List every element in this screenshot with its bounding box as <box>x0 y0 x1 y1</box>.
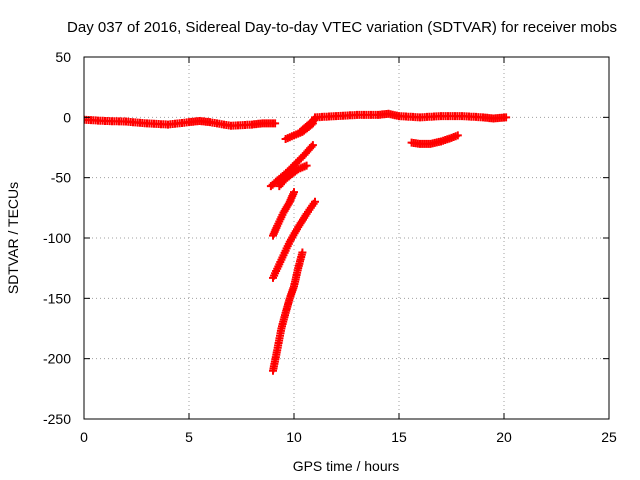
series-trace-5 <box>275 161 311 191</box>
y-tick-label: 50 <box>55 49 71 65</box>
x-tick-label: 20 <box>496 429 512 445</box>
series-trace-10 <box>407 131 462 148</box>
x-tick-label: 15 <box>391 429 407 445</box>
series-marker-fill <box>270 199 318 280</box>
y-tick-label: -150 <box>43 290 71 306</box>
series-marker-fill <box>269 250 306 373</box>
series-marker-fill <box>84 115 277 130</box>
series-marker-fill <box>297 115 318 135</box>
grid <box>84 57 609 419</box>
axis-ticks: 0 5 10 15 20 25 50 0 -50 -100 -150 -200 -250 <box>43 49 617 445</box>
series-marker-fill <box>409 132 460 148</box>
x-tick-label: 5 <box>185 429 193 445</box>
x-axis-label: GPS time / hours <box>293 458 400 474</box>
x-tick-label: 25 <box>601 429 617 445</box>
data-points <box>84 109 511 375</box>
chart-title: Day 037 of 2016, Sidereal Day-to-day VTE… <box>67 19 617 36</box>
y-tick-label: 0 <box>63 109 71 125</box>
plot-frame <box>83 56 610 420</box>
y-tick-label: -100 <box>43 230 71 246</box>
series-marker-fill <box>269 190 298 238</box>
series-marker-fill <box>276 162 309 189</box>
y-tick-label: -200 <box>43 351 71 367</box>
series-marker-fill <box>268 142 316 189</box>
series-trace-1 <box>84 115 280 130</box>
series-trace-8 <box>269 248 307 375</box>
series-trace-4 <box>266 141 317 191</box>
series-trace-6 <box>269 188 298 240</box>
series-trace-9 <box>311 109 511 123</box>
x-tick-label: 10 <box>286 429 302 445</box>
y-tick-label: -250 <box>43 411 71 427</box>
series-trace-7 <box>269 197 319 282</box>
y-axis-label: SDTVAR / TECUs <box>5 182 21 294</box>
x-tick-label: 0 <box>80 429 88 445</box>
y-tick-label: -50 <box>51 170 71 186</box>
series-marker-fill <box>313 110 508 123</box>
